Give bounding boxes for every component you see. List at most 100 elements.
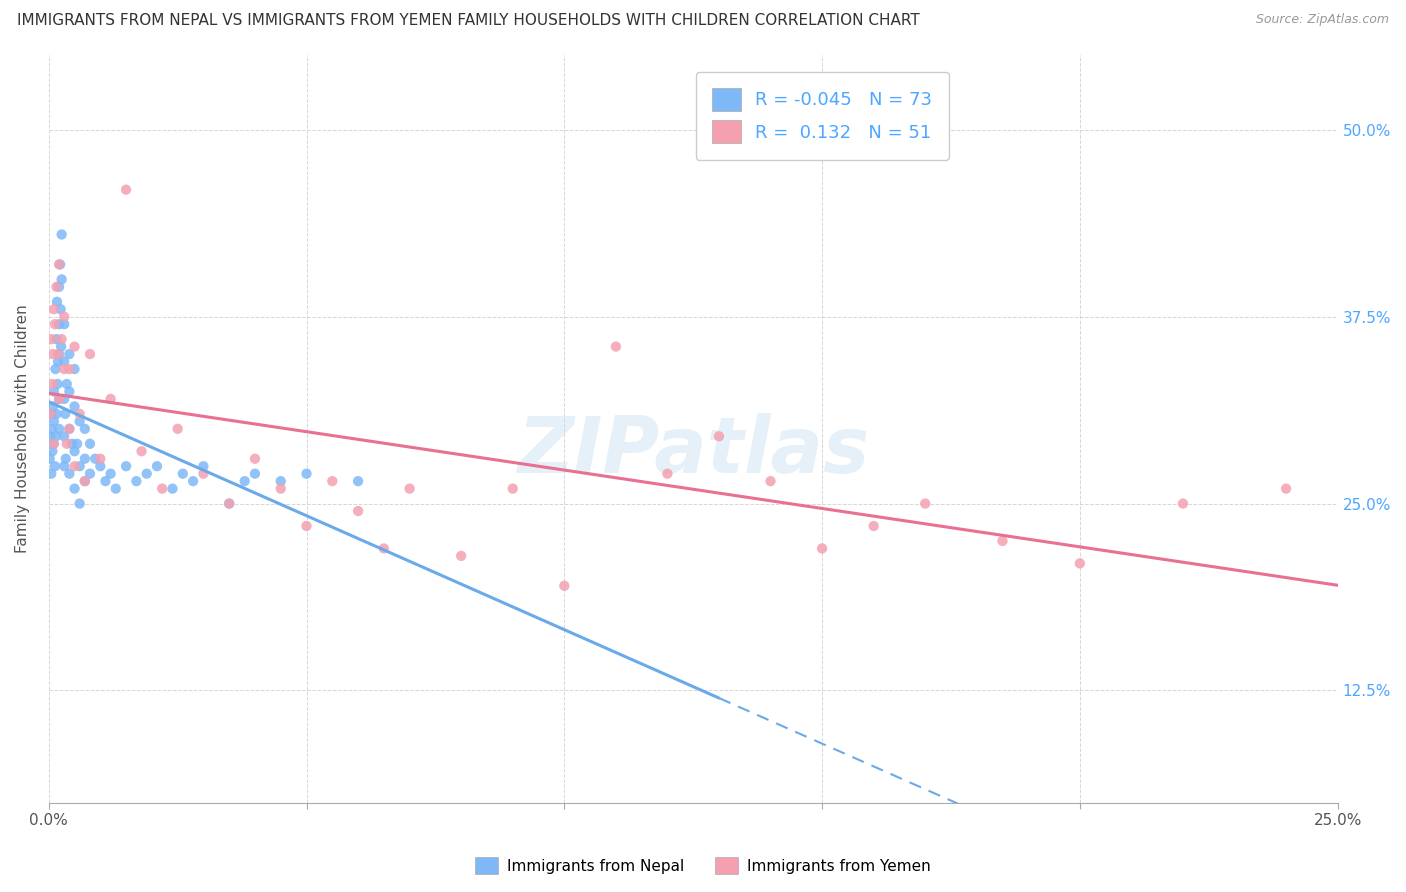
Point bbox=[51, 227, 73, 242]
Point bbox=[1069, 557, 1091, 571]
Point bbox=[44, 459, 66, 474]
Point bbox=[73, 422, 96, 436]
Point bbox=[862, 519, 884, 533]
Point bbox=[53, 362, 76, 376]
Point bbox=[73, 474, 96, 488]
Point bbox=[63, 400, 86, 414]
Point bbox=[39, 407, 62, 421]
Point bbox=[131, 444, 153, 458]
Point bbox=[45, 429, 67, 443]
Point bbox=[115, 183, 138, 197]
Point bbox=[63, 482, 86, 496]
Point bbox=[79, 437, 101, 451]
Point bbox=[115, 459, 138, 474]
Point bbox=[243, 467, 266, 481]
Point bbox=[44, 317, 66, 331]
Point bbox=[150, 482, 173, 496]
Point bbox=[373, 541, 395, 556]
Point bbox=[41, 407, 63, 421]
Point bbox=[44, 362, 66, 376]
Point bbox=[166, 422, 188, 436]
Point bbox=[218, 497, 240, 511]
Point bbox=[45, 280, 67, 294]
Point bbox=[79, 347, 101, 361]
Point bbox=[135, 467, 157, 481]
Point bbox=[1275, 482, 1298, 496]
Point bbox=[58, 362, 80, 376]
Point bbox=[53, 459, 76, 474]
Point bbox=[42, 414, 65, 428]
Point bbox=[94, 474, 117, 488]
Point bbox=[53, 317, 76, 331]
Point bbox=[100, 392, 122, 406]
Point bbox=[914, 497, 936, 511]
Point bbox=[49, 257, 72, 271]
Point bbox=[84, 451, 107, 466]
Point bbox=[295, 467, 318, 481]
Point bbox=[49, 302, 72, 317]
Point bbox=[51, 332, 73, 346]
Point bbox=[321, 474, 343, 488]
Point bbox=[42, 347, 65, 361]
Point bbox=[991, 533, 1014, 548]
Point bbox=[233, 474, 256, 488]
Point bbox=[243, 451, 266, 466]
Point bbox=[104, 482, 127, 496]
Point bbox=[605, 340, 627, 354]
Point bbox=[48, 422, 70, 436]
Point bbox=[162, 482, 184, 496]
Point bbox=[270, 482, 292, 496]
Y-axis label: Family Households with Children: Family Households with Children bbox=[15, 304, 30, 553]
Point bbox=[53, 407, 76, 421]
Text: IMMIGRANTS FROM NEPAL VS IMMIGRANTS FROM YEMEN FAMILY HOUSEHOLDS WITH CHILDREN C: IMMIGRANTS FROM NEPAL VS IMMIGRANTS FROM… bbox=[17, 13, 920, 29]
Point bbox=[55, 451, 77, 466]
Point bbox=[63, 340, 86, 354]
Point bbox=[45, 407, 67, 421]
Point bbox=[48, 280, 70, 294]
Point bbox=[41, 332, 63, 346]
Point bbox=[100, 467, 122, 481]
Point bbox=[53, 354, 76, 368]
Point bbox=[66, 437, 89, 451]
Point bbox=[347, 474, 370, 488]
Point bbox=[56, 376, 79, 391]
Point bbox=[270, 474, 292, 488]
Point bbox=[295, 519, 318, 533]
Point bbox=[1171, 497, 1194, 511]
Point bbox=[759, 474, 782, 488]
Point bbox=[181, 474, 204, 488]
Text: ZIPatlas: ZIPatlas bbox=[517, 413, 869, 489]
Point bbox=[58, 422, 80, 436]
Point bbox=[41, 444, 63, 458]
Point bbox=[45, 332, 67, 346]
Point bbox=[41, 467, 63, 481]
Point bbox=[79, 467, 101, 481]
Point bbox=[53, 310, 76, 324]
Point bbox=[53, 429, 76, 443]
Point bbox=[42, 437, 65, 451]
Point bbox=[69, 414, 91, 428]
Text: Source: ZipAtlas.com: Source: ZipAtlas.com bbox=[1256, 13, 1389, 27]
Point bbox=[49, 340, 72, 354]
Point bbox=[89, 451, 111, 466]
Point bbox=[63, 362, 86, 376]
Point bbox=[46, 376, 69, 391]
Point bbox=[46, 347, 69, 361]
Point bbox=[48, 392, 70, 406]
Point bbox=[38, 451, 60, 466]
Point bbox=[58, 422, 80, 436]
Point bbox=[53, 392, 76, 406]
Point bbox=[553, 579, 575, 593]
Point bbox=[58, 467, 80, 481]
Point bbox=[657, 467, 679, 481]
Point bbox=[450, 549, 472, 563]
Point bbox=[193, 467, 215, 481]
Point bbox=[42, 302, 65, 317]
Legend: R = -0.045   N = 73, R =  0.132   N = 51: R = -0.045 N = 73, R = 0.132 N = 51 bbox=[696, 71, 949, 160]
Point bbox=[48, 392, 70, 406]
Point bbox=[42, 384, 65, 399]
Point bbox=[73, 474, 96, 488]
Point bbox=[58, 347, 80, 361]
Point bbox=[42, 437, 65, 451]
Point bbox=[69, 497, 91, 511]
